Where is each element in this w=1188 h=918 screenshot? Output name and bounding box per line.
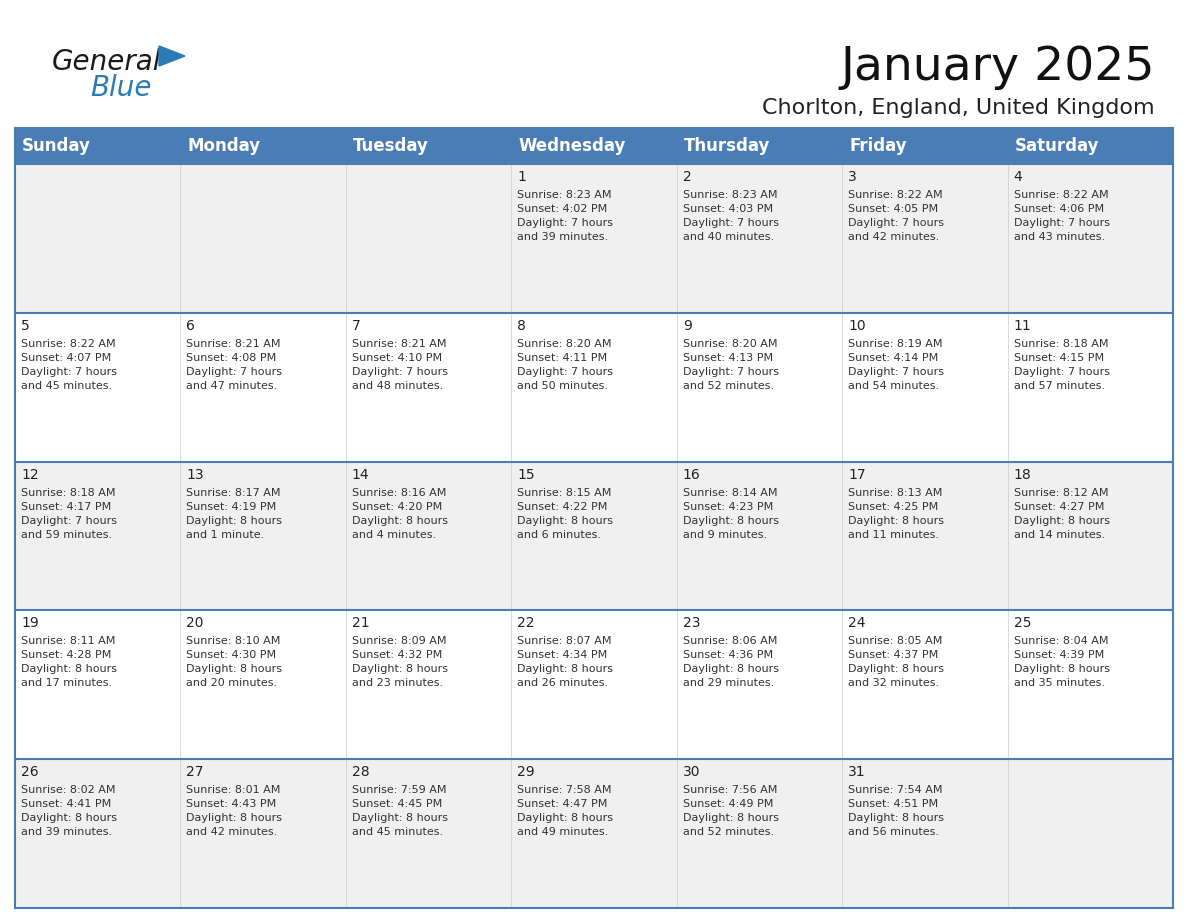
Text: Sunrise: 8:19 AM
Sunset: 4:14 PM
Daylight: 7 hours
and 54 minutes.: Sunrise: 8:19 AM Sunset: 4:14 PM Dayligh…	[848, 339, 944, 391]
Text: Sunrise: 8:05 AM
Sunset: 4:37 PM
Daylight: 8 hours
and 32 minutes.: Sunrise: 8:05 AM Sunset: 4:37 PM Dayligh…	[848, 636, 944, 688]
Text: 10: 10	[848, 319, 866, 333]
Text: Wednesday: Wednesday	[518, 137, 626, 155]
Text: Sunrise: 7:59 AM
Sunset: 4:45 PM
Daylight: 8 hours
and 45 minutes.: Sunrise: 7:59 AM Sunset: 4:45 PM Dayligh…	[352, 785, 448, 837]
Text: 19: 19	[21, 616, 39, 631]
Text: 14: 14	[352, 467, 369, 482]
Text: 8: 8	[517, 319, 526, 333]
Text: General: General	[52, 48, 162, 76]
Text: Sunrise: 8:01 AM
Sunset: 4:43 PM
Daylight: 8 hours
and 42 minutes.: Sunrise: 8:01 AM Sunset: 4:43 PM Dayligh…	[187, 785, 283, 837]
Text: 21: 21	[352, 616, 369, 631]
Text: Sunrise: 8:11 AM
Sunset: 4:28 PM
Daylight: 8 hours
and 17 minutes.: Sunrise: 8:11 AM Sunset: 4:28 PM Dayligh…	[21, 636, 116, 688]
Text: 27: 27	[187, 766, 204, 779]
Text: 2: 2	[683, 170, 691, 184]
Text: 25: 25	[1013, 616, 1031, 631]
Text: Sunrise: 8:14 AM
Sunset: 4:23 PM
Daylight: 8 hours
and 9 minutes.: Sunrise: 8:14 AM Sunset: 4:23 PM Dayligh…	[683, 487, 778, 540]
Text: 16: 16	[683, 467, 701, 482]
Text: Sunrise: 8:23 AM
Sunset: 4:03 PM
Daylight: 7 hours
and 40 minutes.: Sunrise: 8:23 AM Sunset: 4:03 PM Dayligh…	[683, 190, 778, 242]
Text: Sunrise: 8:22 AM
Sunset: 4:05 PM
Daylight: 7 hours
and 42 minutes.: Sunrise: 8:22 AM Sunset: 4:05 PM Dayligh…	[848, 190, 944, 242]
Bar	[15, 313, 1173, 462]
Text: 24: 24	[848, 616, 866, 631]
Text: Tuesday: Tuesday	[353, 137, 429, 155]
Text: Sunrise: 8:09 AM
Sunset: 4:32 PM
Daylight: 8 hours
and 23 minutes.: Sunrise: 8:09 AM Sunset: 4:32 PM Dayligh…	[352, 636, 448, 688]
Text: 9: 9	[683, 319, 691, 333]
Text: Sunrise: 8:21 AM
Sunset: 4:10 PM
Daylight: 7 hours
and 48 minutes.: Sunrise: 8:21 AM Sunset: 4:10 PM Dayligh…	[352, 339, 448, 391]
Text: Sunrise: 8:21 AM
Sunset: 4:08 PM
Daylight: 7 hours
and 47 minutes.: Sunrise: 8:21 AM Sunset: 4:08 PM Dayligh…	[187, 339, 283, 391]
Text: Sunrise: 8:16 AM
Sunset: 4:20 PM
Daylight: 8 hours
and 4 minutes.: Sunrise: 8:16 AM Sunset: 4:20 PM Dayligh…	[352, 487, 448, 540]
Polygon shape	[159, 46, 185, 66]
Text: Friday: Friday	[849, 137, 906, 155]
Text: 30: 30	[683, 766, 700, 779]
Text: 11: 11	[1013, 319, 1031, 333]
Bar	[15, 164, 1173, 313]
Text: 18: 18	[1013, 467, 1031, 482]
Text: 13: 13	[187, 467, 204, 482]
Text: 5: 5	[21, 319, 30, 333]
Text: 28: 28	[352, 766, 369, 779]
Text: Sunrise: 8:23 AM
Sunset: 4:02 PM
Daylight: 7 hours
and 39 minutes.: Sunrise: 8:23 AM Sunset: 4:02 PM Dayligh…	[517, 190, 613, 242]
Text: 1: 1	[517, 170, 526, 184]
Text: Sunrise: 8:10 AM
Sunset: 4:30 PM
Daylight: 8 hours
and 20 minutes.: Sunrise: 8:10 AM Sunset: 4:30 PM Dayligh…	[187, 636, 283, 688]
Text: 31: 31	[848, 766, 866, 779]
Text: 15: 15	[517, 467, 535, 482]
Text: Sunrise: 8:22 AM
Sunset: 4:06 PM
Daylight: 7 hours
and 43 minutes.: Sunrise: 8:22 AM Sunset: 4:06 PM Dayligh…	[1013, 190, 1110, 242]
Text: Sunrise: 8:17 AM
Sunset: 4:19 PM
Daylight: 8 hours
and 1 minute.: Sunrise: 8:17 AM Sunset: 4:19 PM Dayligh…	[187, 487, 283, 540]
Text: 23: 23	[683, 616, 700, 631]
Text: 20: 20	[187, 616, 204, 631]
Bar	[15, 759, 1173, 908]
Text: Thursday: Thursday	[684, 137, 770, 155]
Text: Sunrise: 8:07 AM
Sunset: 4:34 PM
Daylight: 8 hours
and 26 minutes.: Sunrise: 8:07 AM Sunset: 4:34 PM Dayligh…	[517, 636, 613, 688]
Text: 22: 22	[517, 616, 535, 631]
Text: Sunday: Sunday	[23, 137, 90, 155]
Text: 12: 12	[21, 467, 39, 482]
Text: Sunrise: 8:02 AM
Sunset: 4:41 PM
Daylight: 8 hours
and 39 minutes.: Sunrise: 8:02 AM Sunset: 4:41 PM Dayligh…	[21, 785, 116, 837]
Text: Sunrise: 7:54 AM
Sunset: 4:51 PM
Daylight: 8 hours
and 56 minutes.: Sunrise: 7:54 AM Sunset: 4:51 PM Dayligh…	[848, 785, 944, 837]
Text: Sunrise: 8:22 AM
Sunset: 4:07 PM
Daylight: 7 hours
and 45 minutes.: Sunrise: 8:22 AM Sunset: 4:07 PM Dayligh…	[21, 339, 116, 391]
Text: Sunrise: 8:06 AM
Sunset: 4:36 PM
Daylight: 8 hours
and 29 minutes.: Sunrise: 8:06 AM Sunset: 4:36 PM Dayligh…	[683, 636, 778, 688]
Text: Sunrise: 8:18 AM
Sunset: 4:17 PM
Daylight: 7 hours
and 59 minutes.: Sunrise: 8:18 AM Sunset: 4:17 PM Dayligh…	[21, 487, 116, 540]
Text: 26: 26	[21, 766, 39, 779]
Text: Sunrise: 7:56 AM
Sunset: 4:49 PM
Daylight: 8 hours
and 52 minutes.: Sunrise: 7:56 AM Sunset: 4:49 PM Dayligh…	[683, 785, 778, 837]
Text: Sunrise: 7:58 AM
Sunset: 4:47 PM
Daylight: 8 hours
and 49 minutes.: Sunrise: 7:58 AM Sunset: 4:47 PM Dayligh…	[517, 785, 613, 837]
Text: Sunrise: 8:18 AM
Sunset: 4:15 PM
Daylight: 7 hours
and 57 minutes.: Sunrise: 8:18 AM Sunset: 4:15 PM Dayligh…	[1013, 339, 1110, 391]
Text: 6: 6	[187, 319, 195, 333]
Text: 3: 3	[848, 170, 857, 184]
Bar	[15, 610, 1173, 759]
Text: Sunrise: 8:20 AM
Sunset: 4:13 PM
Daylight: 7 hours
and 52 minutes.: Sunrise: 8:20 AM Sunset: 4:13 PM Dayligh…	[683, 339, 778, 391]
Text: Sunrise: 8:13 AM
Sunset: 4:25 PM
Daylight: 8 hours
and 11 minutes.: Sunrise: 8:13 AM Sunset: 4:25 PM Dayligh…	[848, 487, 944, 540]
Text: Sunrise: 8:12 AM
Sunset: 4:27 PM
Daylight: 8 hours
and 14 minutes.: Sunrise: 8:12 AM Sunset: 4:27 PM Dayligh…	[1013, 487, 1110, 540]
Text: Sunrise: 8:04 AM
Sunset: 4:39 PM
Daylight: 8 hours
and 35 minutes.: Sunrise: 8:04 AM Sunset: 4:39 PM Dayligh…	[1013, 636, 1110, 688]
Text: 7: 7	[352, 319, 361, 333]
Text: Blue: Blue	[90, 74, 152, 102]
Bar	[15, 128, 1173, 164]
Text: Saturday: Saturday	[1015, 137, 1099, 155]
Text: Monday: Monday	[188, 137, 260, 155]
Bar	[15, 462, 1173, 610]
Text: Sunrise: 8:15 AM
Sunset: 4:22 PM
Daylight: 8 hours
and 6 minutes.: Sunrise: 8:15 AM Sunset: 4:22 PM Dayligh…	[517, 487, 613, 540]
Text: Sunrise: 8:20 AM
Sunset: 4:11 PM
Daylight: 7 hours
and 50 minutes.: Sunrise: 8:20 AM Sunset: 4:11 PM Dayligh…	[517, 339, 613, 391]
Text: January 2025: January 2025	[840, 46, 1155, 91]
Text: 4: 4	[1013, 170, 1023, 184]
Text: Chorlton, England, United Kingdom: Chorlton, England, United Kingdom	[763, 98, 1155, 118]
Text: 17: 17	[848, 467, 866, 482]
Text: 29: 29	[517, 766, 535, 779]
